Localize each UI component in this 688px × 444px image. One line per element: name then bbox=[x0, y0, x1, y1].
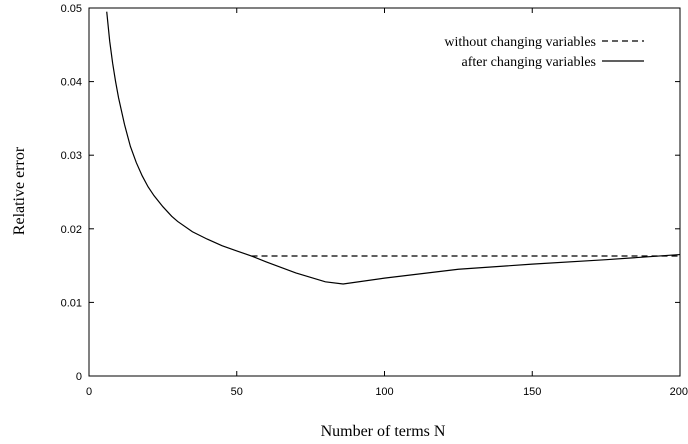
series-layer bbox=[106, 11, 680, 285]
y-tick-label: 0.05 bbox=[61, 3, 82, 15]
y-tick-label: 0.03 bbox=[61, 150, 82, 162]
x-axis: 0 50 100 150 200 bbox=[86, 8, 688, 398]
series-line-after-changing-variables bbox=[106, 11, 680, 285]
legend: without changing variables after changing… bbox=[444, 35, 644, 70]
y-axis-title: Relative error bbox=[11, 146, 28, 235]
x-axis-title: Number of terms N bbox=[321, 423, 446, 440]
x-tick-label: 150 bbox=[523, 386, 541, 398]
x-tick-label: 100 bbox=[375, 386, 393, 398]
y-tick-label: 0.01 bbox=[61, 297, 82, 309]
x-tick-label: 200 bbox=[670, 386, 688, 398]
legend-label: after changing variables bbox=[462, 55, 597, 70]
legend-label: without changing variables bbox=[444, 35, 596, 50]
x-tick-label: 0 bbox=[86, 386, 92, 398]
y-tick-label: 0.02 bbox=[61, 224, 82, 236]
y-axis: 0 0.01 0.02 0.03 0.04 0.05 bbox=[61, 3, 680, 383]
x-tick-label: 50 bbox=[231, 386, 243, 398]
y-tick-label: 0 bbox=[76, 371, 82, 383]
y-tick-label: 0.04 bbox=[61, 77, 82, 89]
